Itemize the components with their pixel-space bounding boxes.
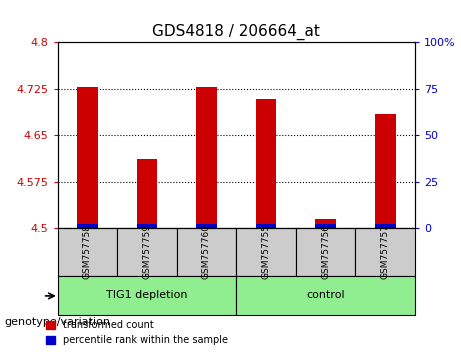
Bar bbox=[255, 224, 277, 228]
Bar bbox=[136, 224, 157, 228]
Bar bbox=[196, 224, 217, 228]
Bar bbox=[375, 114, 396, 228]
Text: GSM757755: GSM757755 bbox=[261, 224, 271, 280]
Bar bbox=[315, 219, 336, 228]
Bar bbox=[136, 159, 157, 228]
FancyBboxPatch shape bbox=[58, 276, 236, 315]
FancyBboxPatch shape bbox=[296, 228, 355, 276]
FancyBboxPatch shape bbox=[117, 228, 177, 276]
Bar bbox=[77, 224, 98, 228]
FancyBboxPatch shape bbox=[177, 228, 236, 276]
Bar bbox=[375, 224, 396, 228]
FancyBboxPatch shape bbox=[58, 228, 117, 276]
FancyBboxPatch shape bbox=[236, 276, 415, 315]
Text: control: control bbox=[306, 291, 345, 301]
Text: GSM757760: GSM757760 bbox=[202, 224, 211, 280]
Text: GSM757757: GSM757757 bbox=[381, 224, 390, 280]
FancyBboxPatch shape bbox=[355, 228, 415, 276]
Title: GDS4818 / 206664_at: GDS4818 / 206664_at bbox=[152, 23, 320, 40]
Text: GSM757758: GSM757758 bbox=[83, 224, 92, 280]
Bar bbox=[77, 87, 98, 228]
Text: genotype/variation: genotype/variation bbox=[5, 317, 111, 327]
Bar bbox=[315, 224, 336, 228]
Bar bbox=[196, 87, 217, 228]
Bar bbox=[255, 99, 277, 228]
Legend: transformed count, percentile rank within the sample: transformed count, percentile rank withi… bbox=[42, 316, 232, 349]
Text: GSM757756: GSM757756 bbox=[321, 224, 330, 280]
Text: TIG1 depletion: TIG1 depletion bbox=[106, 291, 188, 301]
Text: GSM757759: GSM757759 bbox=[142, 224, 152, 280]
FancyBboxPatch shape bbox=[236, 228, 296, 276]
